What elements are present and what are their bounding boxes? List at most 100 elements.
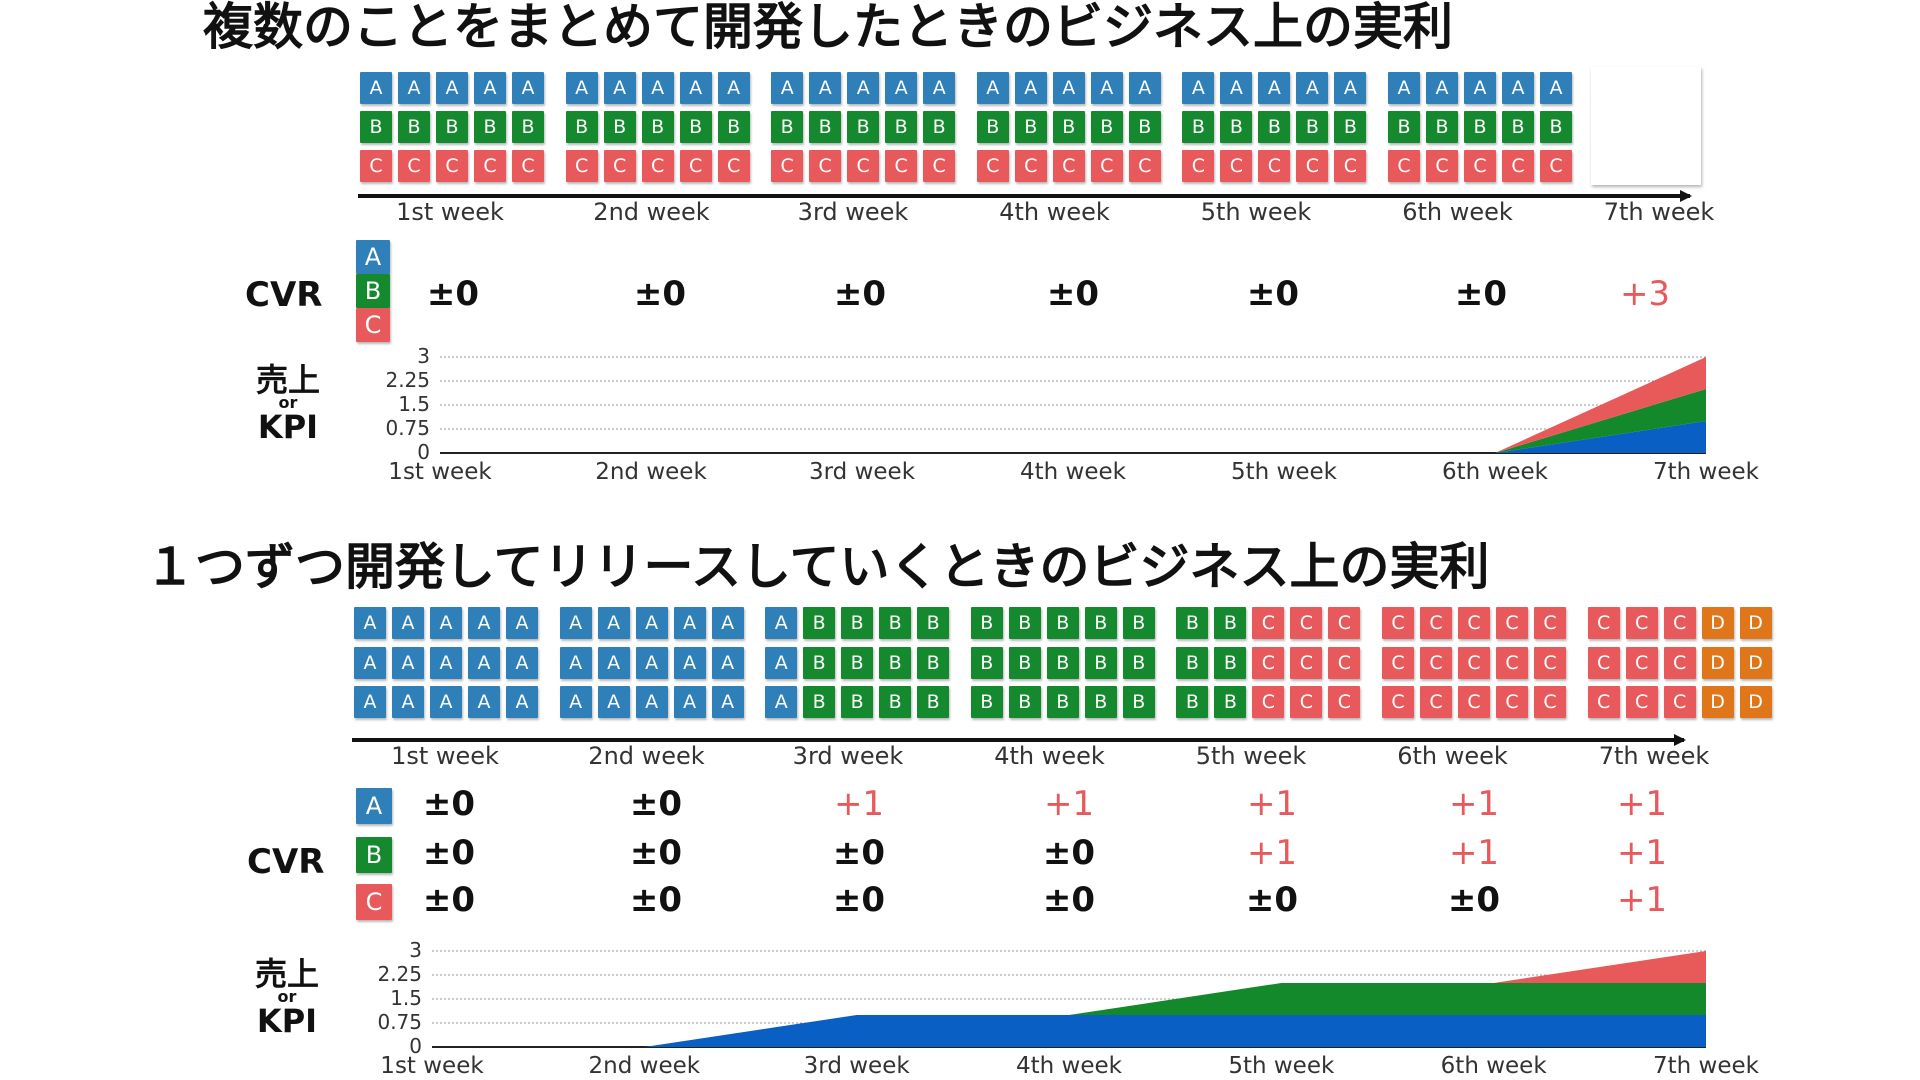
- tile-c: C: [1625, 686, 1658, 718]
- top-cvr-icon-c: C: [356, 308, 390, 342]
- tile-a: A: [559, 686, 592, 718]
- tile-b: B: [1046, 647, 1079, 679]
- week-label: 2nd week: [588, 742, 705, 770]
- top-cvr-icon-b: B: [356, 274, 390, 308]
- tile-b: B: [1090, 111, 1123, 143]
- tile-b: B: [1122, 607, 1155, 639]
- week-label: 7th week: [1598, 742, 1710, 770]
- tile-b: B: [512, 111, 544, 143]
- kpi-label-line2: or: [278, 393, 298, 412]
- tile-b: B: [474, 111, 506, 143]
- tile-b: B: [1258, 111, 1291, 143]
- x-tick-label: 1st week: [380, 1053, 484, 1079]
- tile-c: C: [1587, 647, 1620, 679]
- tile-b: B: [1182, 111, 1215, 143]
- week-label: 6th week: [1402, 198, 1513, 226]
- tile-b: B: [841, 686, 874, 718]
- tile-d: D: [1739, 686, 1772, 718]
- tile-c: C: [1458, 607, 1490, 639]
- tile-c: C: [1128, 150, 1161, 182]
- x-tick-label: 4th week: [1016, 1053, 1122, 1079]
- y-tick-label: 0.75: [385, 416, 430, 440]
- tile-b: B: [879, 686, 912, 718]
- tile-a: A: [1296, 72, 1329, 104]
- tile-b: B: [970, 607, 1003, 639]
- tile-a: A: [354, 607, 386, 639]
- week-label: 1st week: [391, 742, 499, 770]
- week-label: 2nd week: [593, 198, 710, 226]
- cvr-value: +1: [1043, 784, 1095, 824]
- tile-c: C: [565, 150, 598, 182]
- tile-a: A: [711, 607, 744, 639]
- x-tick-label: 5th week: [1228, 1053, 1335, 1079]
- tile-b: B: [1214, 686, 1247, 718]
- cvr-value: +3: [1619, 274, 1671, 314]
- cvr-value: ±0: [1245, 880, 1299, 920]
- tile-c: C: [1382, 647, 1414, 679]
- y-tick-label: 1.5: [390, 986, 422, 1010]
- tile-a: A: [597, 607, 630, 639]
- tile-a: A: [1220, 72, 1253, 104]
- cvr-value: +1: [1616, 784, 1668, 824]
- tile-c: C: [1090, 150, 1123, 182]
- tile-a: A: [398, 72, 430, 104]
- week-label: 6th week: [1397, 742, 1508, 770]
- tile-a: A: [673, 607, 706, 639]
- tile-a: A: [1182, 72, 1215, 104]
- tile-c: C: [603, 150, 636, 182]
- tile-b: B: [565, 111, 598, 143]
- week-label: 1st week: [396, 198, 504, 226]
- tile-b: B: [1122, 647, 1155, 679]
- week-label: 4th week: [999, 198, 1110, 226]
- tile-b: B: [1176, 686, 1209, 718]
- tile-c: C: [923, 150, 956, 182]
- kpi-label-line2: or: [277, 987, 297, 1006]
- tile-b: B: [1214, 607, 1247, 639]
- tile-a: A: [765, 607, 798, 639]
- tile-a: A: [506, 686, 538, 718]
- cvr-value: +1: [1448, 833, 1500, 873]
- cvr-value: ±0: [1447, 880, 1501, 920]
- cvr-value: ±0: [1042, 833, 1096, 873]
- tile-d: D: [1701, 607, 1734, 639]
- tile-a: A: [976, 72, 1009, 104]
- tile-b: B: [1052, 111, 1085, 143]
- tile-a: A: [360, 72, 392, 104]
- cvr-value: ±0: [1246, 274, 1300, 314]
- top-kpi-label: 売上 or KPI: [248, 364, 328, 444]
- tile-a: A: [559, 607, 592, 639]
- x-tick-label: 4th week: [1020, 459, 1126, 485]
- x-tick-label: 2nd week: [588, 1053, 701, 1079]
- tile-b: B: [917, 647, 950, 679]
- y-tick-label: 2.25: [385, 368, 430, 392]
- kpi-label-line3: KPI: [257, 408, 319, 446]
- tile-b: B: [1220, 111, 1253, 143]
- cvr-value: ±0: [832, 880, 886, 920]
- tile-a: A: [1014, 72, 1047, 104]
- cvr-value: ±0: [1046, 274, 1100, 314]
- tile-c: C: [512, 150, 544, 182]
- tile-b: B: [917, 686, 950, 718]
- tile-c: C: [1502, 150, 1534, 182]
- tile-b: B: [1084, 607, 1117, 639]
- tile-c: C: [1220, 150, 1253, 182]
- tile-a: A: [354, 647, 386, 679]
- tile-a: A: [641, 72, 674, 104]
- tile-c: C: [1420, 647, 1452, 679]
- tile-a: A: [711, 686, 744, 718]
- tile-a: A: [809, 72, 842, 104]
- tile-d: D: [1739, 607, 1772, 639]
- tile-a: A: [1052, 72, 1085, 104]
- cvr-icon-b: B: [356, 837, 392, 873]
- tile-c: C: [1534, 686, 1566, 718]
- tile-a: A: [1258, 72, 1291, 104]
- bottom-title: １つずつ開発してリリースしていくときのビジネス上の実利: [145, 538, 1490, 596]
- tile-a: A: [635, 647, 668, 679]
- tile-b: B: [1046, 686, 1079, 718]
- tile-c: C: [1182, 150, 1215, 182]
- cvr-value: +1: [1616, 833, 1668, 873]
- tile-a: A: [559, 647, 592, 679]
